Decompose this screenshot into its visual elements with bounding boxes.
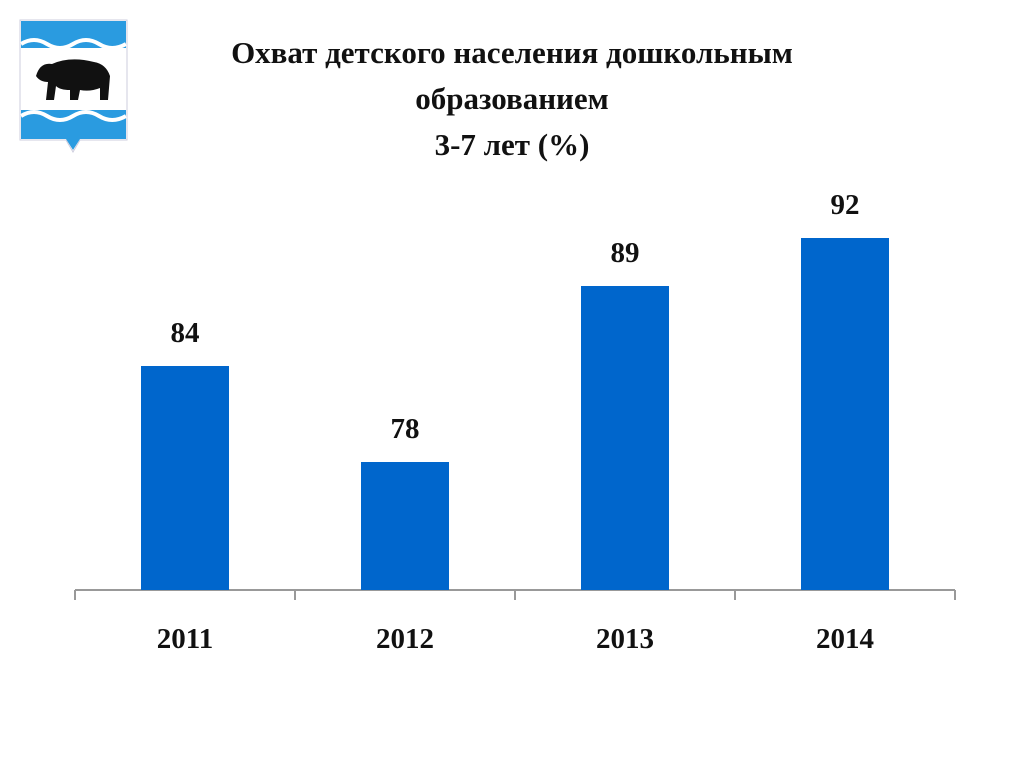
chart-subtitle: 3-7 лет (%) — [434, 127, 590, 162]
value-label: 92 — [831, 189, 860, 221]
bar — [801, 238, 889, 590]
x-tick-label: 2013 — [596, 623, 654, 655]
x-tick-label: 2011 — [157, 623, 213, 655]
title-block: Охват детского населения дошкольным обра… — [150, 30, 874, 168]
x-tick-label: 2012 — [376, 623, 434, 655]
value-label: 89 — [611, 237, 640, 269]
bar — [581, 286, 669, 590]
bar — [361, 462, 449, 590]
value-label: 84 — [171, 317, 200, 349]
value-label: 78 — [391, 413, 420, 445]
x-tick-label: 2014 — [816, 623, 874, 655]
chart-title: Охват детского населения дошкольным обра… — [231, 35, 793, 116]
emblem — [19, 19, 128, 153]
bar — [141, 366, 229, 590]
